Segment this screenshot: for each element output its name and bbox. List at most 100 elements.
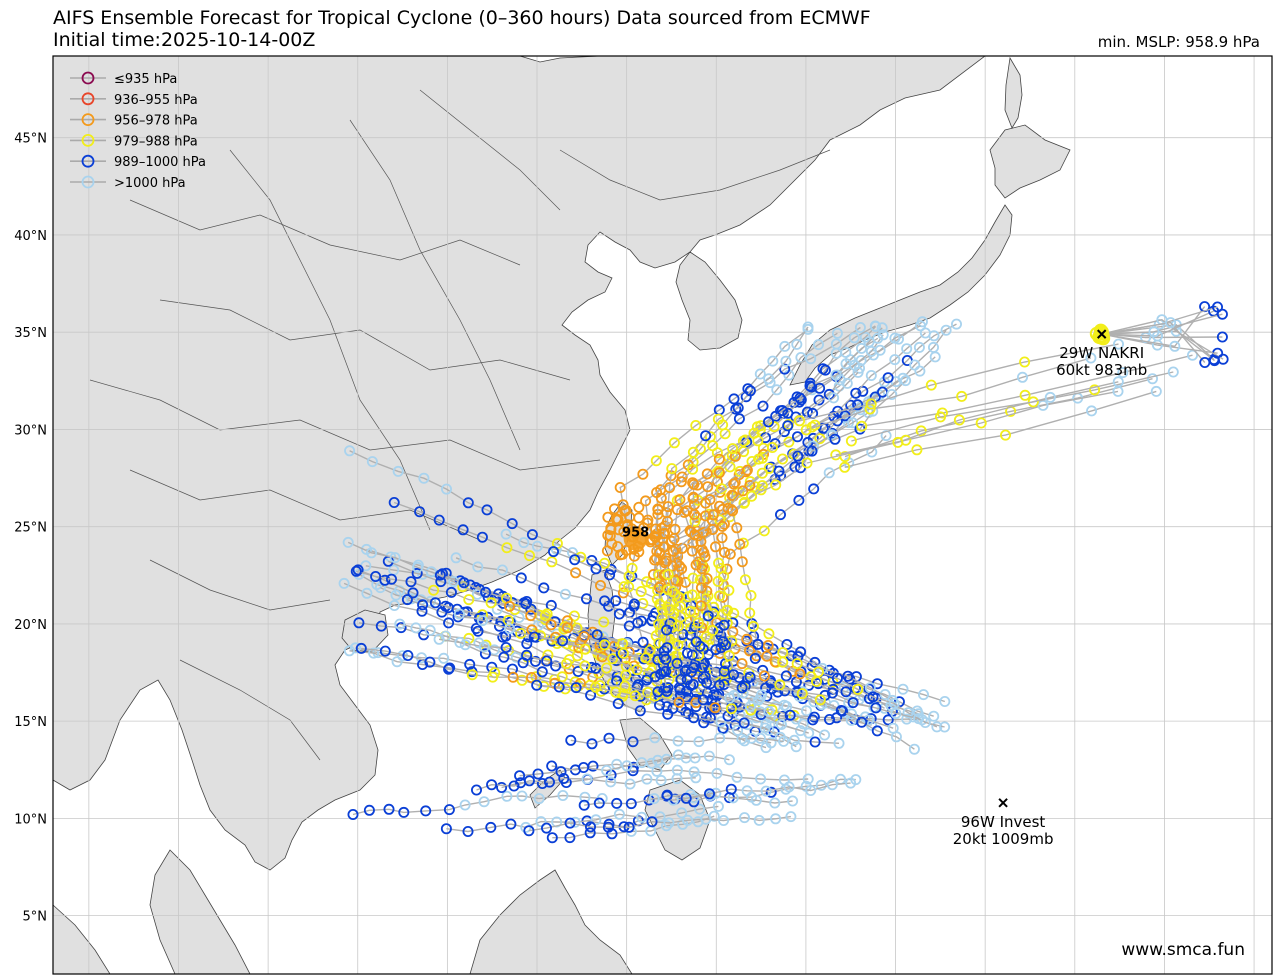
track-point <box>516 790 528 802</box>
track-point <box>718 619 730 631</box>
track-point <box>653 618 665 630</box>
track-point <box>434 569 446 581</box>
track-point <box>811 675 823 687</box>
land-malay-peninsula <box>149 849 251 974</box>
track-point <box>865 369 877 381</box>
track-point <box>350 565 362 577</box>
track-point <box>569 554 581 566</box>
track-point <box>658 645 670 657</box>
track-point <box>504 623 516 635</box>
track-point <box>534 630 546 642</box>
track-point <box>562 622 574 634</box>
track-point <box>531 540 543 552</box>
track-point <box>463 594 475 606</box>
track-point <box>713 557 725 569</box>
lat-label: 25°N <box>14 521 47 536</box>
latitude-labels: 5°N 10°N 15°N 20°N 25°N 30°N 35°N 40°N 45°N <box>14 132 47 925</box>
track-point <box>1027 396 1039 408</box>
track-point <box>710 541 722 553</box>
track-point <box>546 832 558 844</box>
track-point <box>609 503 621 515</box>
track-point <box>737 435 749 447</box>
track-point <box>633 501 645 513</box>
track-point <box>763 416 775 428</box>
track-point <box>561 658 573 670</box>
track-point <box>684 605 696 617</box>
track-point <box>688 508 700 520</box>
track-point <box>700 510 712 522</box>
track-point <box>765 737 777 749</box>
track-point <box>882 714 894 726</box>
track-point <box>579 791 591 803</box>
track-point <box>631 664 643 676</box>
track-point <box>701 468 713 480</box>
track-point <box>779 340 791 352</box>
track-point <box>687 446 699 458</box>
track-point <box>480 586 492 598</box>
track-point <box>869 320 881 332</box>
track-point <box>650 455 662 467</box>
track-point <box>617 548 629 560</box>
track-point <box>777 453 789 465</box>
track-point <box>564 817 576 829</box>
track-point <box>741 633 753 645</box>
track-point <box>661 701 673 713</box>
track-point <box>673 620 685 632</box>
track-point <box>724 692 736 704</box>
track-point <box>671 773 683 785</box>
track-point <box>640 652 652 664</box>
track-point <box>718 570 730 582</box>
track-point <box>695 536 707 548</box>
track-point <box>915 320 927 332</box>
track-point <box>687 491 699 503</box>
track-point <box>661 789 673 801</box>
track-point <box>902 707 914 719</box>
track-point <box>571 650 583 662</box>
lat-label: 35°N <box>14 326 47 341</box>
track-point <box>603 732 615 744</box>
track-point <box>636 811 648 823</box>
track-line <box>799 343 1119 422</box>
track-point <box>506 518 518 530</box>
track-point <box>731 522 743 534</box>
track-point <box>672 639 684 651</box>
track-point <box>796 688 808 700</box>
track-point <box>453 608 465 620</box>
track-point <box>595 580 607 592</box>
track-line <box>361 647 797 720</box>
track-point <box>448 576 460 588</box>
track-point <box>662 515 674 527</box>
track-point <box>611 797 623 809</box>
track-point <box>1093 330 1108 345</box>
track-point <box>882 372 894 384</box>
track-point <box>652 654 664 666</box>
track-point <box>649 671 661 683</box>
track-point <box>783 781 795 793</box>
track-point <box>662 501 674 513</box>
track-point <box>733 413 745 425</box>
track-point <box>440 823 452 835</box>
track-point <box>787 795 799 807</box>
track-point <box>1187 349 1199 361</box>
initial-time: Initial time:2025-10-14-00Z <box>53 29 316 51</box>
track-point <box>628 598 640 610</box>
track-point <box>792 651 804 663</box>
track-point <box>1086 405 1098 417</box>
track-point <box>416 605 428 617</box>
track-point <box>425 566 437 578</box>
land-mindanao <box>644 779 711 861</box>
province-borders <box>89 89 831 761</box>
track-point <box>669 523 681 535</box>
track-point <box>687 463 699 475</box>
track-point <box>776 404 788 416</box>
track-point <box>731 771 743 783</box>
track-line <box>805 357 1092 431</box>
track-point <box>570 682 582 694</box>
track-point <box>801 705 813 717</box>
track-point <box>714 732 726 744</box>
track-point <box>407 587 419 599</box>
track-point <box>871 725 883 737</box>
track-point <box>901 343 913 355</box>
track-point <box>738 717 750 729</box>
track-point <box>487 671 499 683</box>
